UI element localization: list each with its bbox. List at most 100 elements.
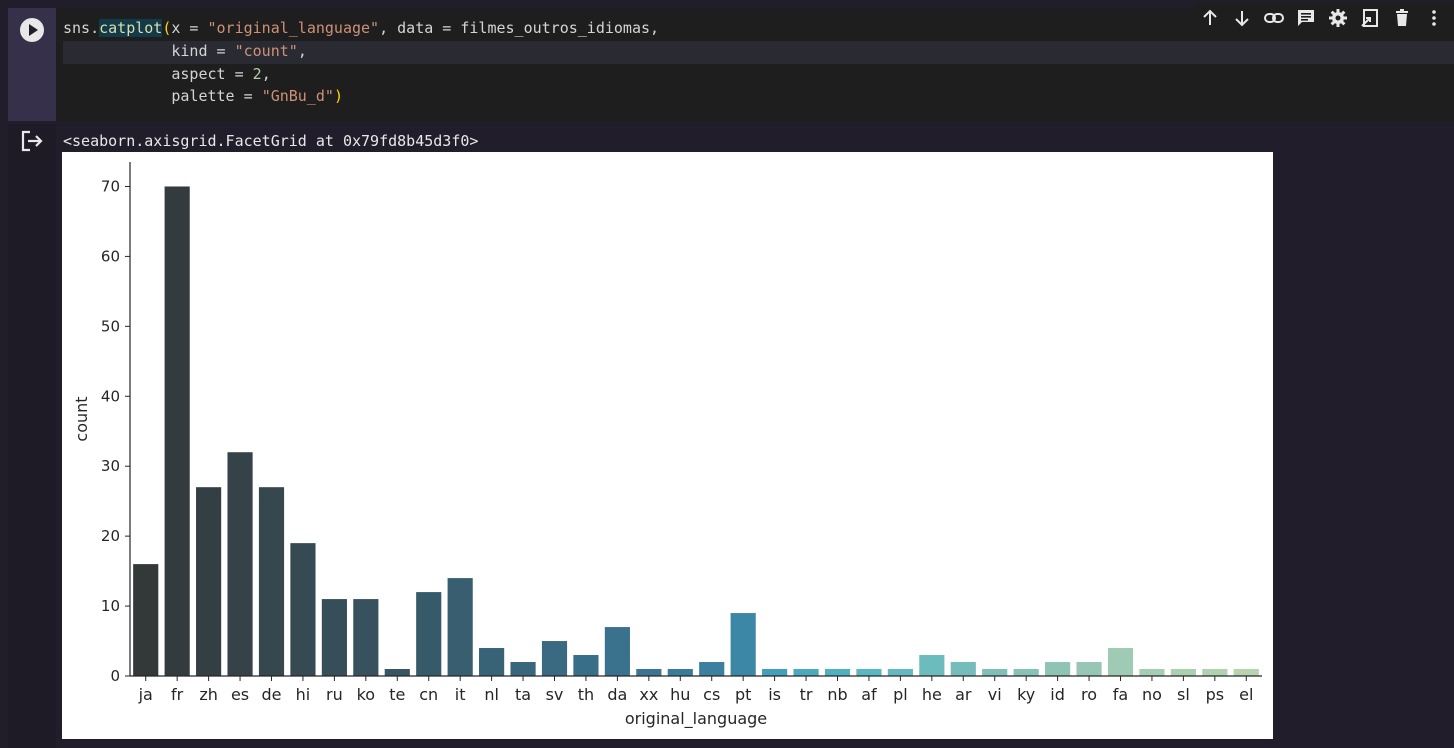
comment-button[interactable]: [1290, 3, 1322, 33]
bar-ro: [1076, 662, 1102, 676]
y-tick-label: 60: [101, 247, 120, 265]
x-tick-label: de: [262, 685, 282, 704]
bar-es: [227, 452, 253, 676]
x-tick-label: ar: [955, 685, 972, 704]
bar-vi: [982, 669, 1008, 676]
bar-nl: [479, 648, 505, 676]
bar-tr: [793, 669, 819, 676]
x-tick-label: ky: [1017, 685, 1035, 704]
bar-ru: [321, 599, 347, 676]
bar-ky: [1013, 669, 1039, 676]
y-tick-label: 10: [101, 597, 120, 615]
x-tick-label: fa: [1113, 685, 1128, 704]
delete-cell-button[interactable]: [1386, 3, 1418, 33]
x-tick-label: hi: [296, 685, 311, 704]
x-tick-label: nl: [484, 685, 499, 704]
settings-button[interactable]: [1322, 3, 1354, 33]
bar-fr: [164, 186, 190, 676]
y-tick-label: 0: [110, 667, 120, 685]
more-options-button[interactable]: [1418, 3, 1450, 33]
bar-no: [1139, 669, 1165, 676]
x-tick-label: ro: [1081, 685, 1097, 704]
arrow-down-icon: [1235, 11, 1249, 27]
x-tick-label: pl: [893, 685, 908, 704]
x-tick-label: ja: [138, 685, 153, 704]
x-tick-label: nb: [827, 685, 847, 704]
bar-sv: [541, 641, 568, 676]
x-tick-label: xx: [639, 685, 658, 704]
x-tick-label: af: [861, 685, 877, 704]
code-line-3: aspect = 2,: [63, 65, 271, 83]
y-tick-label: 20: [101, 527, 120, 545]
bar-th: [573, 655, 599, 676]
bar-hi: [290, 543, 316, 676]
x-tick-label: vi: [988, 685, 1002, 704]
bar-is: [762, 669, 788, 676]
bar-nb: [824, 669, 851, 676]
countplot-figure: 0 10 20 30 40 50 60 70 ja fr zh es de hi ru ko te cn it nl t…: [62, 152, 1273, 739]
x-tick-label: ta: [515, 685, 531, 704]
bar-ps: [1202, 669, 1228, 676]
link-button[interactable]: [1258, 3, 1290, 33]
bar-hu: [667, 669, 693, 676]
x-tick-label: zh: [199, 685, 218, 704]
x-tick-label: no: [1142, 685, 1162, 704]
x-tick-label: he: [922, 685, 942, 704]
bar-sl: [1170, 669, 1196, 676]
cell-toolbar: [1194, 3, 1454, 33]
arrow-up-icon: [1203, 9, 1217, 25]
bar-de: [258, 487, 285, 676]
x-tick-label: fr: [171, 685, 184, 704]
x-tick-label: is: [768, 685, 781, 704]
move-down-button[interactable]: [1226, 3, 1258, 33]
y-tick-label: 50: [101, 317, 120, 335]
y-tick-label: 30: [101, 457, 120, 475]
more-vert-icon: [1432, 10, 1436, 26]
code-line-1: sns.catplot(x = "original_language", dat…: [63, 19, 660, 37]
x-tick-label: ko: [357, 685, 375, 704]
bar-cn: [416, 592, 442, 676]
x-tick-label: ps: [1206, 685, 1225, 704]
mirror-cell-button[interactable]: [1354, 3, 1386, 33]
code-line-2: kind = "count",: [63, 42, 307, 60]
y-axis-label: count: [72, 396, 91, 441]
bar-it: [447, 578, 473, 676]
bar-fa: [1107, 648, 1134, 676]
x-tick-label: ru: [326, 685, 343, 704]
move-up-button[interactable]: [1194, 3, 1226, 33]
x-axis-label: original_language: [625, 709, 767, 729]
current-line-highlight: [63, 41, 1454, 64]
trash-icon: [1396, 9, 1408, 26]
bar-ja: [133, 564, 159, 676]
bar-ta: [510, 662, 536, 676]
bar-xx: [636, 669, 662, 676]
bar-da: [604, 627, 630, 676]
gear-icon: [1329, 9, 1347, 27]
play-icon: [29, 24, 38, 36]
x-tick-label: da: [607, 685, 627, 704]
link-icon: [1264, 13, 1284, 23]
output-gutter: [8, 124, 56, 748]
bar-id: [1045, 662, 1071, 676]
x-tick-label: te: [389, 685, 405, 704]
bar-pl: [887, 669, 913, 676]
bar-he: [919, 655, 945, 676]
bar-ar: [950, 662, 976, 676]
output-menu-button[interactable]: [19, 128, 45, 158]
x-tick-label: th: [578, 685, 594, 704]
x-tick-label: cn: [419, 685, 438, 704]
bar-zh: [196, 487, 222, 676]
run-cell-button[interactable]: [20, 18, 44, 42]
x-tick-label: tr: [800, 685, 813, 704]
bar-ko: [353, 599, 379, 676]
x-tick-label: es: [231, 685, 249, 704]
x-tick-label: hu: [670, 685, 690, 704]
y-tick-label: 40: [101, 387, 120, 405]
mirror-cell-icon: [1361, 9, 1378, 27]
bar-el: [1233, 669, 1259, 676]
x-tick-label: pt: [735, 685, 751, 704]
bar-cs: [699, 662, 725, 676]
x-tick-label: sl: [1177, 685, 1190, 704]
x-tick-label: it: [455, 685, 466, 704]
